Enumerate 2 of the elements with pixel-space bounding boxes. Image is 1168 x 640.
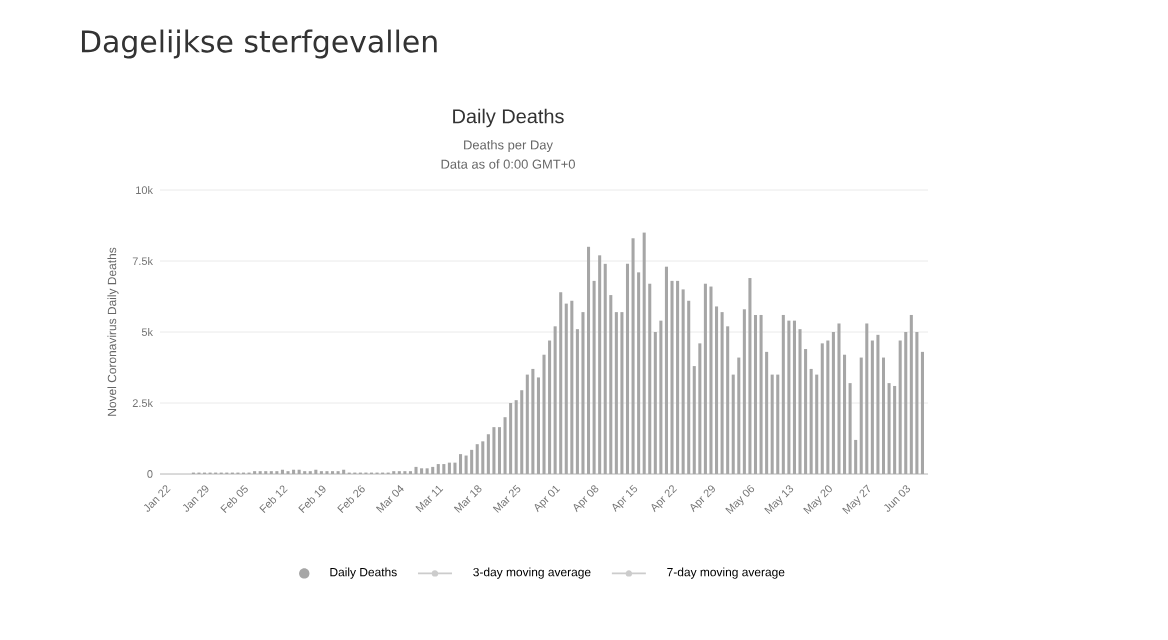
chart-title: Daily Deaths: [453, 108, 564, 128]
text: Dagelijkse sterfgevallen: [81, 29, 437, 59]
